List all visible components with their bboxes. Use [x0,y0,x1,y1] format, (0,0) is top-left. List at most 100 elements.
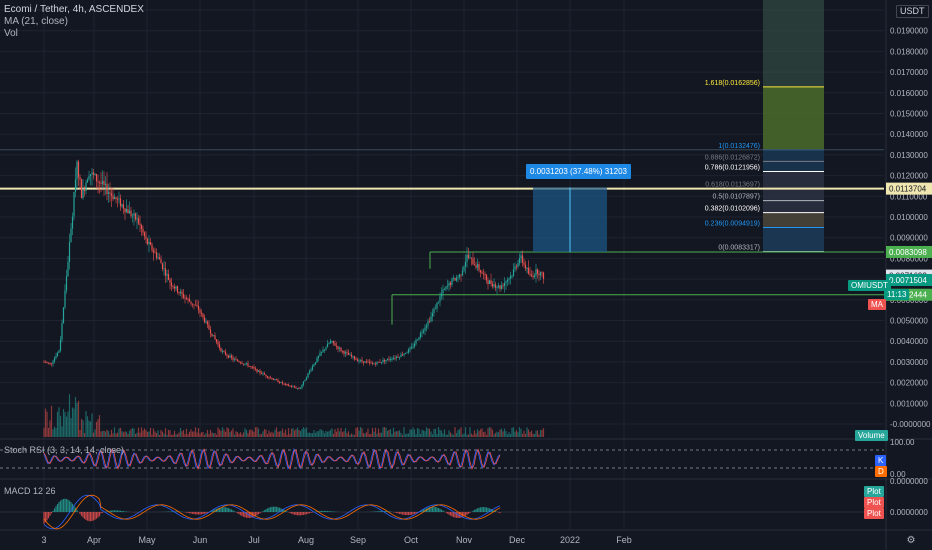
macd-histogram-bar [187,512,189,513]
candle [388,358,390,360]
stoch-rsi-label[interactable]: Stoch RSI (3, 3, 14, 14, close) [4,445,125,455]
candle [340,347,342,351]
volume-bar [76,402,78,437]
volume-bar [212,433,215,437]
volume-bar [203,434,206,437]
macd-histogram-bar [259,512,261,514]
candle [442,289,444,294]
macd-histogram-bar [221,507,224,512]
macd-histogram-bar [328,511,330,512]
macd-histogram-bar [76,509,78,512]
volume-bar [130,429,132,437]
candle [233,359,236,361]
volume-bar [316,431,318,437]
macd-histogram-bar [91,512,93,521]
candle [338,347,341,349]
candle [382,359,384,362]
candle [424,327,426,331]
vol-legend[interactable]: Vol [4,28,18,39]
candle [497,285,500,288]
macd-histogram-bar [238,512,240,515]
volume-bar [217,427,219,437]
volume-bar [389,429,392,437]
macd-histogram-bar [236,512,239,514]
macd-histogram-bar [292,512,294,515]
candle [349,354,351,356]
candle [470,257,473,259]
macd-histogram-bar [79,512,81,514]
macd-histogram-bar [481,507,483,512]
candle [454,277,456,281]
candle [125,209,128,213]
macd-histogram-bar [58,502,60,512]
candle [251,366,254,368]
candle [199,309,201,313]
volume-bar [67,411,69,437]
candle [394,357,396,359]
candle [506,279,509,282]
volume-bar [515,430,518,437]
macd-histogram-bar [185,512,188,513]
volume-bar [101,431,104,437]
candle [475,265,477,268]
volume-bar [161,431,164,437]
candle [386,358,389,360]
currency-selector[interactable]: USDT [896,5,929,18]
volume-bar [115,433,117,437]
volume-bar [499,429,501,437]
macd-histogram-bar [299,512,302,516]
macd-histogram-bar [487,507,489,512]
measure-label: 0.0031203 (37.48%) 31203 [526,164,631,179]
volume-bar [299,431,302,437]
candle [206,321,209,325]
candle [383,359,386,362]
macd-label[interactable]: MACD 12 26 [4,486,56,496]
macd-histogram-bar [43,512,45,524]
macd-histogram-bar [172,511,174,512]
volume-bar [292,428,294,437]
volume-bar [70,418,72,437]
candle [503,282,506,286]
candle [428,321,431,322]
ma-legend[interactable]: MA (21, close) [4,16,68,27]
volume-bar [95,421,98,437]
macd-histogram-bar [220,507,222,512]
volume-bar [77,400,80,437]
volume-bar [386,430,389,437]
volume-bar [160,430,162,437]
candle [409,348,411,350]
candle [76,161,78,180]
candle [532,275,534,278]
candle [485,274,488,281]
macd-signal-line [43,494,501,530]
candle [74,179,77,192]
candle [185,297,188,299]
macd-histogram-bar [121,510,123,512]
volume-bar [295,429,297,437]
candle [359,359,362,361]
time-label: Dec [509,535,526,545]
price-tick: 0.0090000 [890,234,928,243]
candle [418,337,420,340]
candle [130,210,132,216]
volume-bar [178,432,180,437]
candle [269,377,272,379]
candle [301,384,303,388]
volume-bar [233,434,236,437]
candle [539,272,542,276]
macd-histogram-bar [305,512,308,515]
time-label: Feb [616,535,632,545]
macd-histogram-bar [217,508,219,512]
volume-bar [134,433,137,437]
volume-bar [197,428,200,437]
volume-bar [323,433,326,437]
macd-histogram-bar [92,512,95,521]
volume-bar [445,434,447,437]
volume-bar [293,430,296,437]
volume-bar [533,434,536,437]
macd-histogram-bar [89,512,92,522]
fib-label: 0.5(0.0107897) [713,194,760,201]
volume-bar [383,427,386,437]
candle [169,279,171,283]
